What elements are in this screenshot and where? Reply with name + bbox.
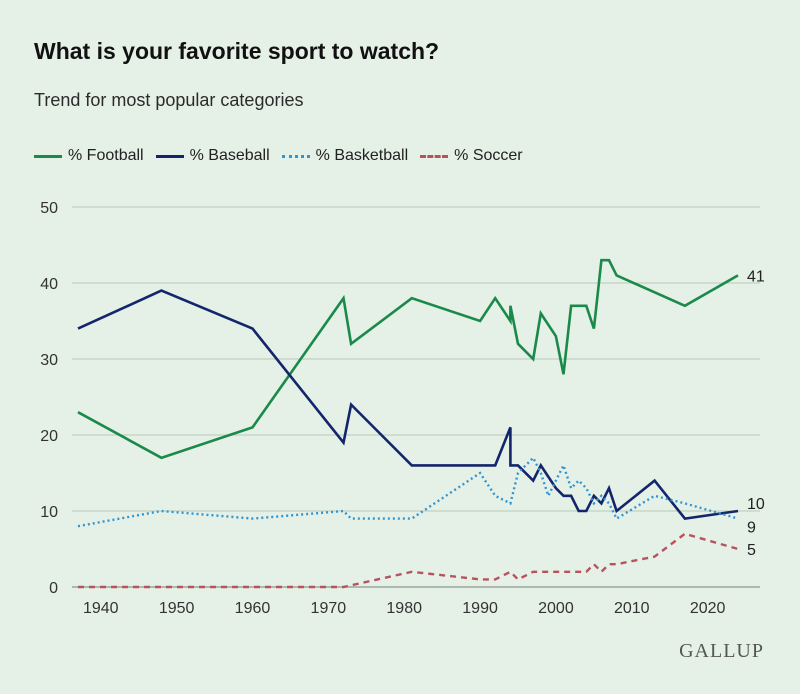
y-tick-label-20: 20 — [40, 428, 58, 445]
y-tick-label-0: 0 — [49, 580, 58, 597]
x-tick-label-1980: 1980 — [386, 600, 422, 617]
x-tick-label-2000: 2000 — [538, 600, 574, 617]
legend-item-basketball: % Basketball — [281, 147, 409, 165]
y-tick-label-50: 50 — [40, 200, 58, 217]
y-tick-label-10: 10 — [40, 504, 58, 521]
legend-label-basketball: % Basketball — [315, 147, 409, 164]
legend-swatch-football — [34, 154, 62, 158]
x-tick-label-1970: 1970 — [311, 600, 347, 617]
series-line-football — [77, 258, 739, 460]
legend-item-soccer: % Soccer — [420, 147, 523, 165]
y-tick-label-30: 30 — [40, 352, 58, 369]
chart-title: What is your favorite sport to watch? — [34, 38, 440, 64]
series-line-soccer — [78, 532, 739, 589]
end-label-basketball: 9 — [747, 520, 756, 537]
x-tick-label-1940: 1940 — [83, 600, 119, 617]
legend-swatch-basketball — [281, 154, 310, 158]
end-label-football: 41 — [747, 268, 765, 285]
x-tick-label-1960: 1960 — [235, 600, 271, 617]
x-tick-label-1950: 1950 — [159, 600, 195, 617]
legend-label-soccer: % Soccer — [454, 147, 523, 164]
x-tick-label-2020: 2020 — [690, 600, 726, 617]
legend-item-baseball: % Baseball — [155, 147, 270, 165]
legend-label-football: % Football — [68, 147, 144, 164]
series-line-baseball — [77, 289, 739, 520]
legend: % Football % Baseball % Basketball % Soc… — [34, 147, 535, 165]
chart-subtitle: Trend for most popular categories — [34, 90, 304, 110]
legend-item-football: % Football — [34, 147, 144, 165]
x-tick-label-1990: 1990 — [462, 600, 498, 617]
end-label-soccer: 5 — [747, 542, 756, 559]
legend-swatch-baseball — [155, 154, 184, 158]
y-tick-label-40: 40 — [40, 276, 58, 293]
legend-label-baseball: % Baseball — [189, 147, 270, 164]
legend-swatch-soccer — [420, 154, 449, 158]
gallup-logo: GALLUP — [679, 640, 764, 662]
x-tick-label-2010: 2010 — [614, 600, 650, 617]
end-label-baseball: 10 — [747, 496, 765, 513]
